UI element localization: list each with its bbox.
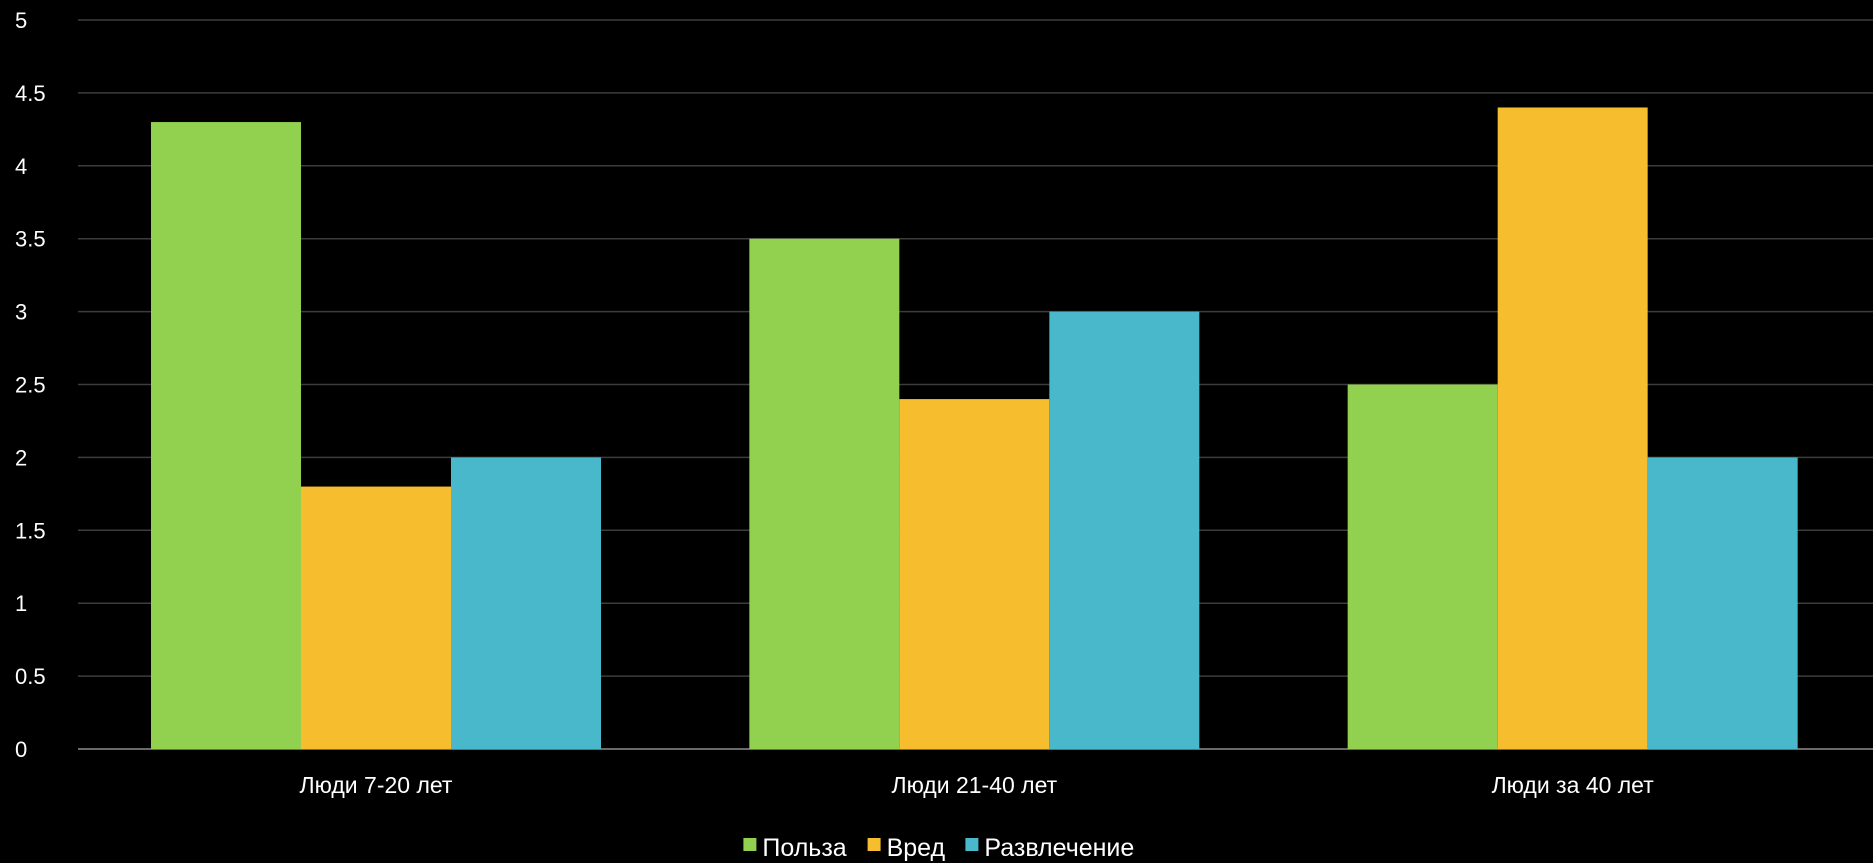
y-tick-label: 2.5 [15,373,46,398]
category-label: Люди за 40 лет [1492,772,1655,798]
bar-2-3 [1497,107,1648,750]
y-tick-label: 3.5 [15,227,46,252]
bar-2-1 [301,486,451,749]
y-tick-label: 1.5 [15,518,46,543]
legend-label: Вред [887,834,946,862]
bar-1-1 [151,122,301,749]
bar-3-3 [1647,457,1798,749]
legend-swatch [743,838,757,851]
legend: Польза Вред Развлечение [743,834,1134,862]
x-axis-category-labels: Люди 7-20 лет Люди 21-40 лет Люди за 40 ле… [300,772,1655,798]
bar-3-1 [451,457,601,749]
y-tick-label: 5 [15,8,27,33]
bars [151,107,1798,750]
legend-label: Развлечение [984,834,1134,862]
bar-2-2 [899,399,1050,749]
legend-label: Польза [762,834,846,862]
y-tick-label: 3 [15,300,27,325]
category-label: Люди 7-20 лет [300,772,453,798]
y-tick-label: 0 [15,737,27,762]
y-tick-label: 1 [15,591,27,616]
y-tick-label: 2 [15,445,27,470]
category-label: Люди 21-40 лет [891,772,1057,798]
bar-3-2 [1049,311,1200,749]
legend-swatch [965,838,979,851]
y-tick-label: 4 [15,154,27,179]
y-tick-label: 0.5 [15,664,46,689]
legend-swatch [867,838,881,851]
y-tick-label: 4.5 [15,81,46,106]
bar-1-2 [749,238,900,749]
y-axis-tick-labels: 0 0.5 1 1.5 2 2.5 3 3.5 4 4.5 5 [15,8,46,762]
bar-1-3 [1347,384,1498,749]
